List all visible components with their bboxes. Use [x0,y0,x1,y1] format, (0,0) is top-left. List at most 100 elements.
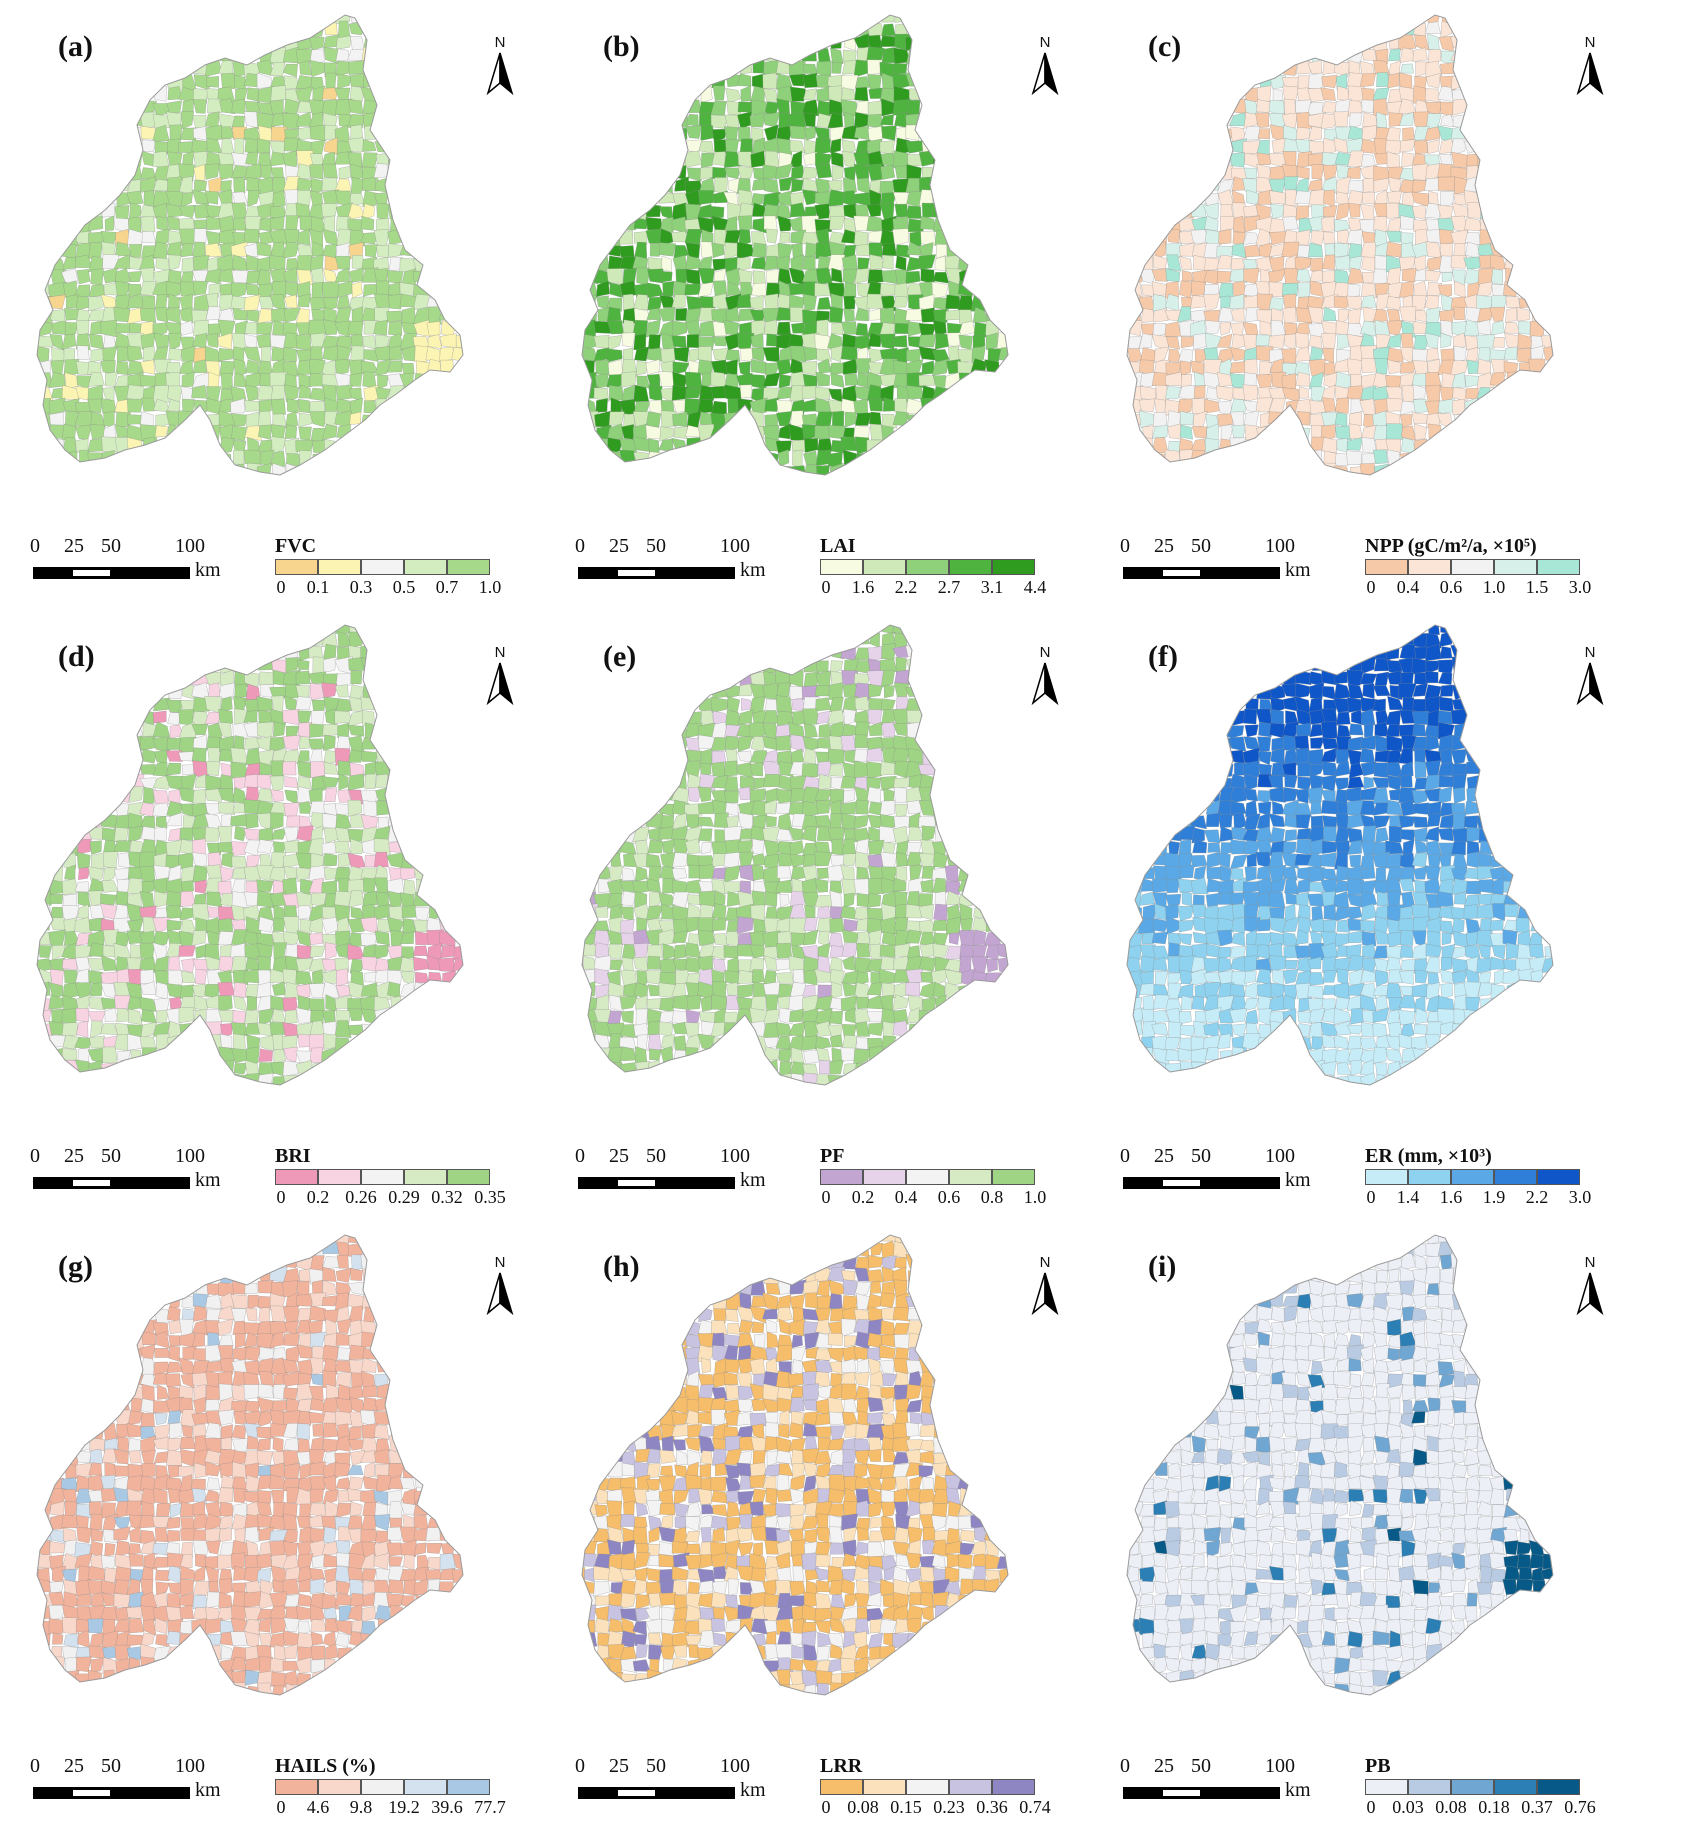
map-unit [777,322,791,336]
map-unit [1360,399,1376,415]
map-unit [855,696,869,711]
map-unit [168,956,181,972]
map-unit [1350,969,1363,985]
map-unit [1179,865,1194,879]
map-unit [1257,100,1271,113]
map-unit [843,1063,858,1075]
map-unit [1335,778,1349,791]
map-unit [1310,919,1326,933]
map-unit [1426,735,1440,751]
map-unit [881,165,895,180]
map-unit [622,868,635,881]
map-unit [1155,971,1168,985]
map-unit [1230,347,1245,361]
map-unit [235,684,247,698]
map-unit [1297,828,1311,839]
map-unit [1504,904,1519,917]
map-unit [1454,995,1467,1011]
map-unit [1335,243,1349,257]
map-unit [949,933,959,945]
map-unit [1360,748,1375,763]
map-unit [883,1021,895,1037]
map-unit [88,1061,102,1076]
map-unit [752,283,767,298]
map-unit [712,995,728,1010]
map-unit [1375,359,1388,375]
map-unit [959,335,973,350]
map-unit [1256,113,1269,128]
map-unit [752,854,766,866]
map-unit [271,347,284,362]
map-unit [402,307,416,324]
map-unit [740,385,752,398]
scale-unit: km [740,559,766,582]
map-unit [633,957,648,971]
map-unit [802,709,819,725]
map-unit [169,348,184,360]
map-unit [400,982,414,1000]
map-unit [1400,774,1412,787]
map-unit [659,320,674,336]
map-unit [854,60,869,78]
map-unit [712,337,726,347]
map-unit [1348,684,1363,699]
map-unit [881,762,896,776]
map-unit [182,257,195,272]
map-unit [1323,190,1334,207]
map-unit [893,995,909,1010]
map-unit [1412,943,1427,960]
map-unit [244,450,261,464]
map-unit [1362,826,1376,843]
map-unit [687,296,702,310]
map-unit [193,100,206,114]
map-unit [686,126,702,139]
map-unit [633,294,649,310]
map-unit [1297,269,1312,281]
map-unit [765,294,779,309]
map-unit [595,907,608,917]
map-unit [336,969,348,986]
map-unit [335,1038,350,1052]
map-unit [1507,372,1518,388]
map-unit [322,152,335,165]
map-unit [803,1050,819,1064]
map-unit [284,803,299,817]
map-unit [921,231,937,245]
map-unit [1115,959,1128,970]
map-unit [335,359,349,375]
map-unit [1310,347,1323,360]
map-unit [832,62,842,74]
map-unit [1477,387,1490,400]
map-unit [1322,270,1335,283]
map-unit [896,852,908,866]
map-unit [39,413,51,427]
map-unit [856,323,868,336]
map-unit [647,348,663,362]
map-unit [685,229,702,244]
map-unit [946,295,961,309]
map-unit [698,817,714,827]
map-unit [738,736,752,752]
map-unit [1259,361,1272,376]
map-unit [1545,946,1560,957]
map-unit [1178,906,1195,921]
map-unit [309,1306,325,1321]
map-unit [636,1009,648,1026]
map-unit [869,1023,884,1036]
map-unit [854,673,870,684]
map-unit [672,166,686,180]
map-unit [1335,398,1349,414]
map-unit [1217,271,1232,283]
map-unit [169,1346,180,1362]
map-unit [633,827,650,842]
scale-tick: 0 [575,535,585,558]
map-unit [1425,22,1441,34]
map-unit [219,1060,235,1076]
map-unit [1243,322,1258,335]
